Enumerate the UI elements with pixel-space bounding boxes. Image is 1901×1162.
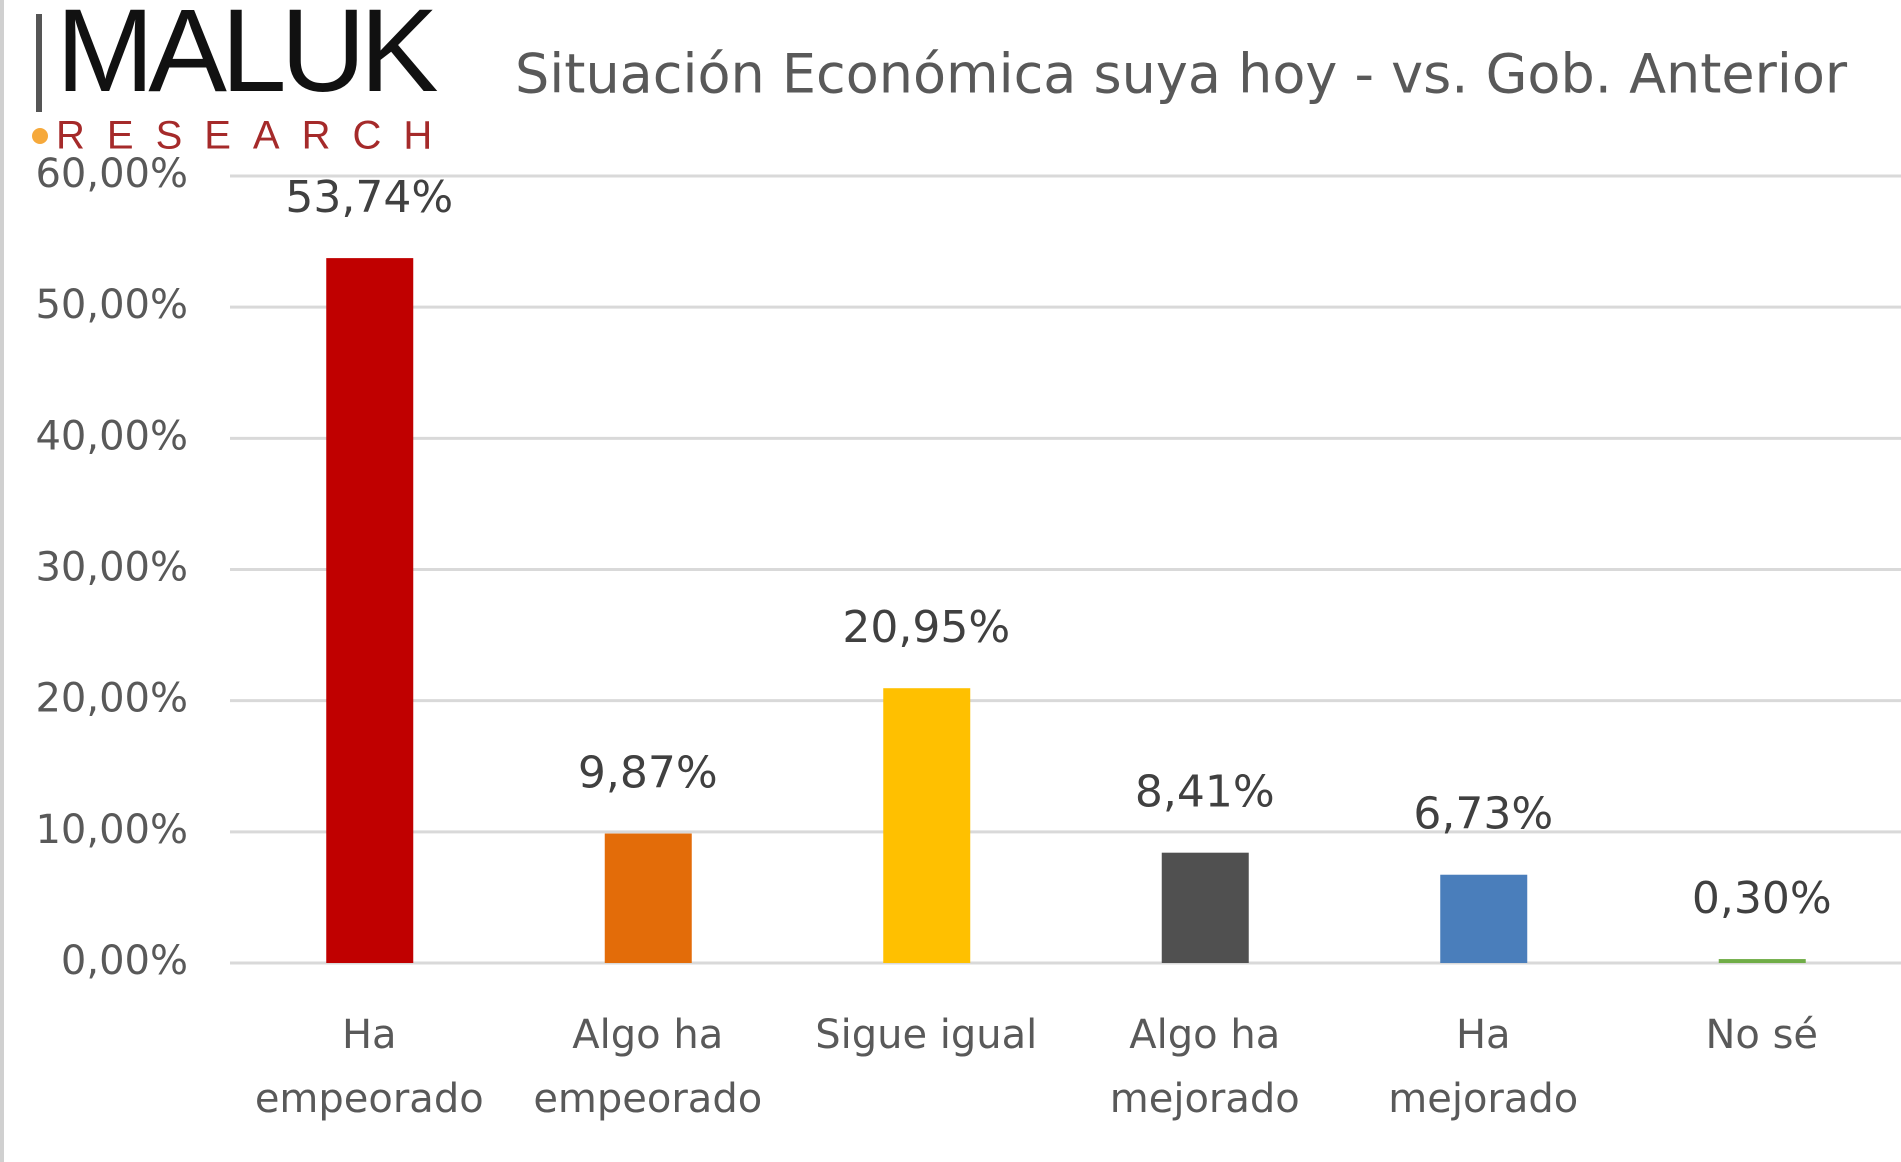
value-label: 6,73% bbox=[1413, 789, 1553, 840]
logo-dot bbox=[32, 128, 48, 144]
value-label: 9,87% bbox=[578, 748, 718, 799]
y-tick-label: 10,00% bbox=[35, 807, 188, 853]
value-label: 20,95% bbox=[842, 602, 1010, 653]
logo-name: MALUK bbox=[56, 0, 438, 117]
x-tick-label: Sigue igual bbox=[815, 1012, 1038, 1058]
left-border bbox=[0, 0, 4, 1162]
y-tick-label: 30,00% bbox=[35, 545, 188, 591]
value-label: 0,30% bbox=[1692, 873, 1832, 924]
x-tick-label: Ha mejorado bbox=[1388, 1012, 1579, 1122]
x-tick-label: Algo ha mejorado bbox=[1109, 1012, 1300, 1122]
x-tick-label: Ha empeorado bbox=[254, 1012, 484, 1122]
y-tick-label: 40,00% bbox=[35, 413, 188, 459]
bar bbox=[604, 833, 692, 963]
y-tick-label: 60,00% bbox=[35, 151, 188, 197]
y-tick-label: 0,00% bbox=[61, 938, 188, 984]
logo-sub: RESEARCH bbox=[56, 114, 454, 158]
x-tick-label: Algo ha empeorado bbox=[533, 1012, 763, 1122]
bar bbox=[1440, 874, 1528, 963]
bar bbox=[326, 258, 414, 963]
bar bbox=[883, 688, 971, 963]
chart-title: Situación Económica suya hoy - vs. Gob. … bbox=[515, 43, 1848, 106]
logo-bar bbox=[36, 14, 42, 112]
bar bbox=[1161, 852, 1249, 963]
bar bbox=[1718, 959, 1806, 963]
y-tick-label: 50,00% bbox=[35, 282, 188, 328]
value-label: 8,41% bbox=[1135, 767, 1275, 818]
value-label: 53,74% bbox=[285, 172, 453, 223]
x-tick-label: No sé bbox=[1705, 1012, 1819, 1058]
y-tick-label: 20,00% bbox=[35, 676, 188, 722]
